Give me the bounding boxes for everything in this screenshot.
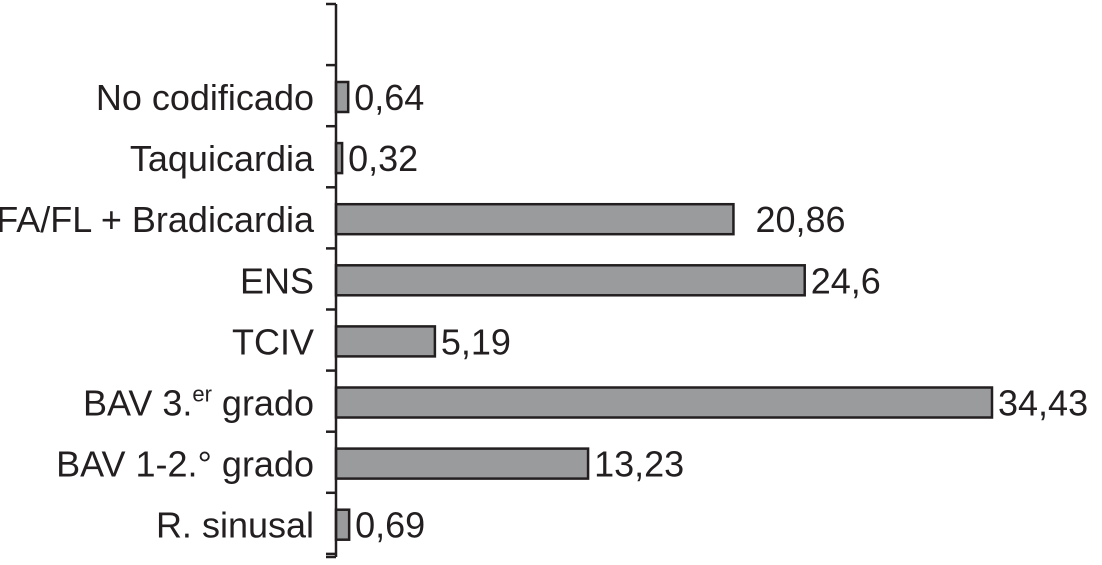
category-label: ENS: [240, 260, 314, 301]
category-label: FA/FL + Bradicardia: [0, 199, 315, 240]
value-label: 0,64: [354, 77, 424, 118]
category-labels: No codificado Taquicardia FA/FL + Bradicar…: [0, 77, 315, 546]
bar: [334, 264, 806, 297]
category-label: TCIV: [232, 321, 314, 362]
category-label: No codificado: [96, 77, 314, 118]
value-label: 24,6: [811, 260, 881, 301]
bars-layer: [334, 80, 994, 541]
bar: [334, 447, 590, 480]
value-label: 34,43: [998, 383, 1088, 424]
value-label: 0,32: [348, 138, 418, 179]
bar: [334, 508, 351, 541]
category-label: Taquicardia: [130, 138, 315, 179]
bar: [334, 325, 437, 358]
y-axis: [326, 2, 338, 559]
bar: [334, 80, 350, 114]
bar: [334, 202, 735, 236]
value-label: 5,19: [441, 321, 511, 362]
category-label: BAV 3.er grado: [83, 382, 314, 424]
value-labels: 0,64 0,32 20,86 24,6 5,19 34,43 13,23 0,69: [348, 77, 1088, 546]
bar: [334, 386, 994, 419]
value-label: 0,69: [355, 505, 425, 546]
category-label: BAV 1-2.° grado: [56, 444, 314, 485]
category-label: R. sinusal: [156, 505, 314, 546]
value-label: 13,23: [594, 444, 684, 485]
value-label: 20,86: [755, 199, 845, 240]
